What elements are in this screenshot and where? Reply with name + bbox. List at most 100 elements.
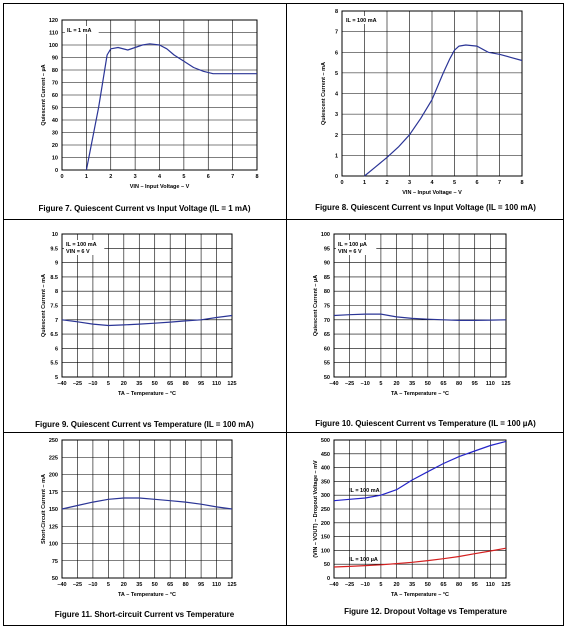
y-tick-label: 95 — [324, 246, 330, 252]
y-tick-label: 3 — [335, 112, 338, 118]
x-tick-label: 20 — [121, 381, 127, 387]
y-tick-label: 150 — [49, 507, 58, 513]
x-axis-label: VIN – Input Voltage – V — [130, 184, 190, 190]
x-tick-label: 35 — [136, 582, 142, 588]
x-tick-label: 5 — [107, 582, 110, 588]
caption-figure-12: Figure 12. Dropout Voltage vs Temperatur… — [344, 607, 507, 616]
y-tick-label: 9.5 — [50, 246, 58, 252]
y-tick-label: 7.5 — [50, 304, 58, 310]
x-tick-label: –25 — [73, 582, 82, 588]
y-tick-label: 100 — [49, 542, 58, 548]
y-tick-label: 0 — [55, 168, 58, 174]
y-tick-label: 6.5 — [50, 332, 58, 338]
plot-border — [333, 233, 507, 378]
x-tick-label: 80 — [456, 381, 462, 387]
x-tick-label: 1 — [363, 180, 366, 186]
x-tick-label: –25 — [73, 381, 82, 387]
x-tick-label: 50 — [425, 381, 431, 387]
y-tick-label: 80 — [52, 68, 58, 74]
x-tick-label: 125 — [227, 381, 236, 387]
legend-label: IL = 100 µA — [338, 242, 367, 248]
y-tick-label: 350 — [321, 479, 330, 485]
x-tick-label: 125 — [501, 582, 510, 588]
series-line-0 — [61, 314, 233, 327]
y-tick-label: 2 — [335, 133, 338, 139]
caption-figure-10: Figure 10. Quiescent Current vs Temperat… — [315, 419, 536, 428]
y-tick-label: 90 — [52, 56, 58, 62]
y-tick-label: 75 — [324, 304, 330, 310]
y-tick-label: 4 — [335, 92, 339, 98]
series-line-0 — [85, 43, 257, 171]
y-tick-label: 7 — [335, 30, 338, 36]
caption-figure-8: Figure 8. Quiescent Current vs Input Vol… — [315, 203, 536, 212]
y-tick-label: 65 — [324, 332, 330, 338]
chart-figure-8: 0 1 2 3 4 5 6 7 8 0 1 2 3 4 5 6 7 8 VIN – Input Voltage – … — [321, 9, 524, 196]
chart-figure-7: 0 1 2 3 4 5 6 7 80102030405060708090100110120VIN… — [41, 18, 259, 190]
x-tick-label: –40 — [57, 381, 66, 387]
y-tick-label: 9 — [55, 261, 58, 267]
divider-row-2 — [3, 432, 564, 433]
x-tick-label: 5 — [453, 180, 456, 186]
chart-figure-10: –40 –25 –10 5 20 35 50 65 80 95 110 125 50 55 60 65 70 75… — [313, 232, 511, 397]
x-tick-label: 95 — [198, 582, 204, 588]
x-tick-label: 4 — [158, 174, 162, 180]
y-tick-label: 125 — [49, 524, 58, 530]
y-tick-label: 250 — [321, 507, 330, 513]
series-line-0 — [333, 440, 507, 502]
x-tick-label: 125 — [501, 381, 510, 387]
x-tick-label: 5 — [182, 174, 185, 180]
y-tick-label: 400 — [321, 466, 330, 472]
x-tick-label: 8 — [255, 174, 258, 180]
y-tick-label: 150 — [321, 535, 330, 541]
y-tick-label: 6 — [335, 50, 338, 56]
chart-figure-12: –40 –25 –10 5 20 35 50 65 80 95 110 125 0 50 100 150 200… — [313, 438, 511, 598]
x-tick-label: –10 — [361, 582, 370, 588]
x-axis-label: TA – Temperature – °C — [391, 592, 449, 598]
x-tick-label: 7 — [231, 174, 234, 180]
x-tick-label: 6 — [207, 174, 210, 180]
y-tick-label: 5.5 — [50, 361, 58, 367]
x-tick-label: –10 — [88, 381, 97, 387]
x-tick-label: 50 — [152, 582, 158, 588]
y-tick-label: 1 — [335, 153, 338, 159]
x-tick-label: 20 — [393, 381, 399, 387]
legend-box — [336, 240, 377, 255]
series-line-0 — [61, 497, 233, 510]
caption-figure-7: Figure 7. Quiescent Current vs Input Vol… — [38, 204, 251, 213]
x-tick-label: 65 — [440, 381, 446, 387]
y-axis-label: Quiescent Current – mA — [41, 274, 47, 337]
y-tick-label: 100 — [321, 232, 330, 238]
x-tick-label: 35 — [409, 582, 415, 588]
legend-box — [65, 26, 99, 34]
legend-label: IL = 100 mA — [349, 488, 380, 494]
x-tick-label: 20 — [393, 582, 399, 588]
y-tick-label: 110 — [49, 31, 58, 37]
chart-figure-11: –40 –25 –10 5 20 35 50 65 80 95 110 125 50 75 100 125 15… — [41, 438, 237, 598]
y-tick-label: 10 — [52, 232, 58, 238]
x-tick-label: 110 — [212, 381, 221, 387]
y-tick-label: 0 — [335, 174, 338, 180]
x-tick-label: 5 — [379, 582, 382, 588]
x-tick-label: –25 — [345, 582, 354, 588]
x-tick-label: 35 — [136, 381, 142, 387]
plot-border — [333, 439, 507, 579]
y-tick-label: 50 — [52, 106, 58, 112]
x-tick-label: 35 — [409, 381, 415, 387]
y-tick-label: 55 — [324, 361, 330, 367]
x-tick-label: –40 — [57, 582, 66, 588]
x-tick-label: 110 — [486, 582, 495, 588]
x-tick-label: –10 — [88, 582, 97, 588]
x-tick-label: 50 — [425, 582, 431, 588]
x-tick-label: –40 — [329, 582, 338, 588]
x-tick-label: 95 — [472, 582, 478, 588]
y-tick-label: 0 — [327, 576, 330, 582]
x-tick-label: 80 — [183, 582, 189, 588]
y-axis-label: Short-Circuit Current – mA — [41, 474, 47, 544]
y-tick-label: 20 — [52, 143, 58, 149]
x-axis-label: TA – Temperature – °C — [391, 391, 449, 397]
divider-row-1 — [3, 219, 564, 220]
y-tick-label: 500 — [321, 438, 330, 444]
legend-label: VIN = 6 V — [338, 249, 362, 255]
y-axis-label: (VIN – VOUT) – Dropout Voltage – mV — [313, 460, 319, 558]
y-tick-label: 120 — [49, 18, 58, 24]
